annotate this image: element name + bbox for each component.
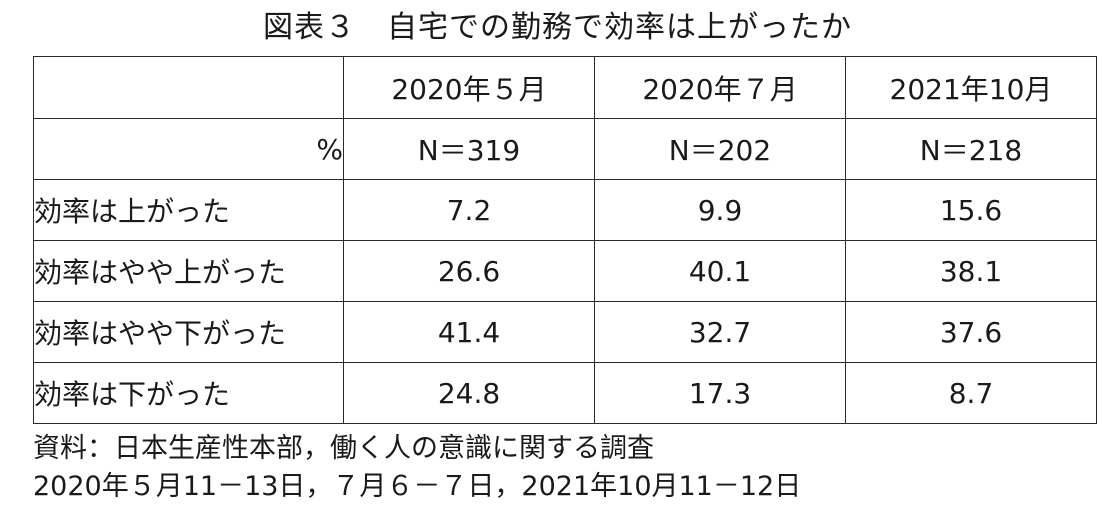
sample-size-cell: N＝202 bbox=[594, 118, 846, 180]
table-cell: 17.3 bbox=[594, 362, 846, 424]
table-row: 効率は上がった 7.2 9.9 15.6 bbox=[33, 179, 1097, 241]
table-row: 効率はやや下がった 41.4 32.7 37.6 bbox=[33, 301, 1097, 363]
sample-size-row: % N＝319 N＝202 N＝218 bbox=[33, 118, 1097, 180]
table-cell: 24.8 bbox=[343, 362, 595, 424]
row-label: 効率はやや下がった bbox=[33, 301, 344, 363]
table-header-cell: 2021年10月 bbox=[845, 56, 1097, 119]
table-cell: 32.7 bbox=[594, 301, 846, 363]
page-title: 図表３ 自宅での勤務で効率は上がったか bbox=[263, 10, 852, 45]
table-cell: 40.1 bbox=[594, 240, 846, 302]
table-cell: 15.6 bbox=[845, 179, 1097, 241]
unit-cell: % bbox=[33, 118, 344, 180]
sample-size-cell: N＝218 bbox=[845, 118, 1097, 180]
efficiency-table: 2020年５月 2020年７月 2021年10月 % N＝319 N＝202 N… bbox=[33, 56, 1097, 424]
table-cell: 26.6 bbox=[343, 240, 595, 302]
sample-size-cell: N＝319 bbox=[343, 118, 595, 180]
table-header-row: 2020年５月 2020年７月 2021年10月 bbox=[33, 56, 1097, 119]
row-label: 効率はやや上がった bbox=[33, 240, 344, 302]
table-cell: 8.7 bbox=[845, 362, 1097, 424]
table-header-cell: 2020年７月 bbox=[594, 56, 846, 119]
table-cell: 9.9 bbox=[594, 179, 846, 241]
table-row: 効率はやや上がった 26.6 40.1 38.1 bbox=[33, 240, 1097, 302]
table-row: 効率は下がった 24.8 17.3 8.7 bbox=[33, 362, 1097, 424]
table-cell: 38.1 bbox=[845, 240, 1097, 302]
table-cell: 37.6 bbox=[845, 301, 1097, 363]
row-label: 効率は下がった bbox=[33, 362, 344, 424]
row-label: 効率は上がった bbox=[33, 179, 344, 241]
table-cell: 41.4 bbox=[343, 301, 595, 363]
survey-dates-note: 2020年５月11－13日，７月６－７日，2021年10月11－12日 bbox=[33, 471, 802, 502]
table-cell: 7.2 bbox=[343, 179, 595, 241]
table-header-cell: 2020年５月 bbox=[343, 56, 595, 119]
source-note: 資料：日本生産性本部，働く人の意識に関する調査 bbox=[33, 433, 654, 464]
table-header-cell bbox=[33, 56, 344, 119]
